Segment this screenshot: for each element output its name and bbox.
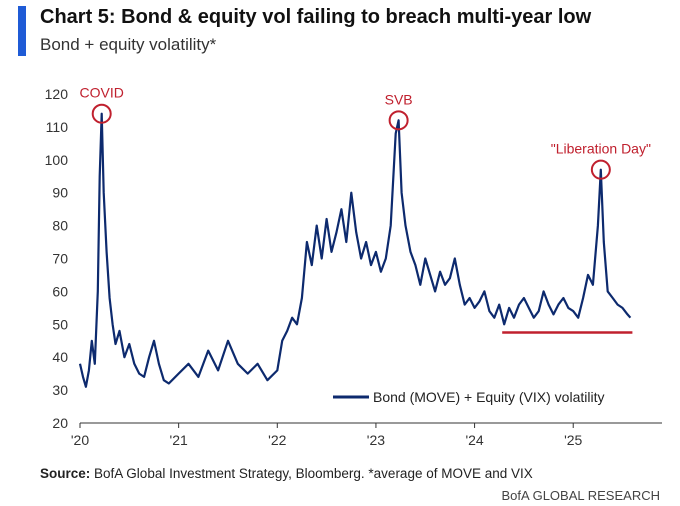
series-line-bond-equity-vol	[78, 112, 632, 388]
annotation-label: SVB	[385, 91, 413, 107]
brand-label: BofA GLOBAL RESEARCH	[501, 488, 660, 503]
legend-label: Bond (MOVE) + Equity (VIX) volatility	[373, 389, 604, 405]
chart-subtitle: Bond + equity volatility*	[40, 35, 217, 54]
source-label: Source:	[40, 466, 91, 481]
chart-title: Chart 5: Bond & equity vol failing to br…	[40, 6, 592, 28]
annotation-label: COVID	[80, 85, 124, 101]
source-text: BofA Global Investment Strategy, Bloombe…	[94, 466, 533, 481]
x-tick-label: '21	[170, 432, 188, 448]
y-tick-label: 120	[45, 86, 69, 102]
annotation-circle	[91, 103, 112, 124]
annotation-label: "Liberation Day"	[551, 141, 651, 157]
y-tick-label: 90	[52, 185, 68, 201]
title-accent-bar	[18, 6, 26, 56]
y-tick-label: 30	[52, 382, 68, 398]
y-tick-label: 40	[52, 349, 68, 365]
y-tick-label: 60	[52, 283, 68, 299]
annotation-circle	[590, 159, 611, 180]
y-tick-label: 100	[45, 152, 69, 168]
annotation-circle	[388, 110, 409, 131]
x-tick-label: '23	[367, 432, 385, 448]
x-tick-label: '22	[268, 432, 286, 448]
x-tick-label: '24	[465, 432, 483, 448]
y-tick-label: 110	[46, 119, 69, 135]
y-tick-label: 70	[52, 251, 68, 267]
x-tick-label: '25	[564, 432, 582, 448]
y-tick-label: 80	[52, 218, 68, 234]
y-tick-label: 20	[52, 415, 68, 431]
volatility-chart: 20 30 40 50 60 70 80 90 100 110 120 '20 '21 '22 '23 '24…	[45, 85, 662, 448]
x-tick-label: '20	[71, 432, 89, 448]
y-tick-label: 50	[52, 316, 68, 332]
source-note: Source: BofA Global Investment Strategy,…	[40, 466, 533, 481]
